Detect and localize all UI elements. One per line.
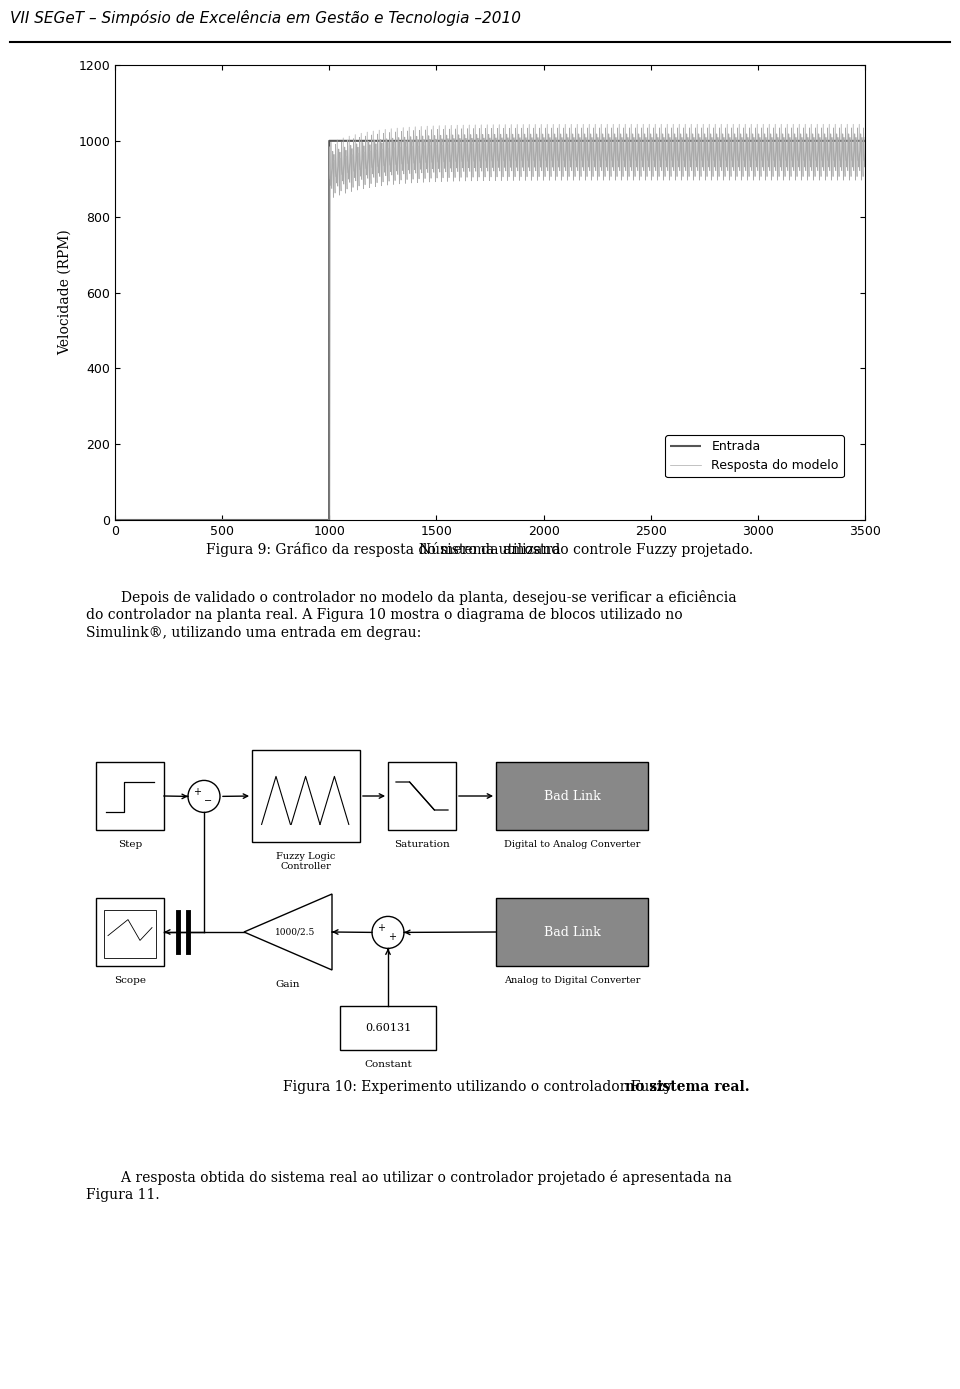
Text: −: −: [204, 796, 212, 806]
Entrada: [447, 132, 459, 149]
Text: Figura 9: Gráfico da resposta do sistema utilizando controle Fuzzy projetado.: Figura 9: Gráfico da resposta do sistema…: [206, 542, 754, 557]
Text: Analog to Digital Converter: Analog to Digital Converter: [504, 975, 640, 985]
Text: Simulink®, utilizando uma entrada em degrau:: Simulink®, utilizando uma entrada em deg…: [86, 626, 421, 640]
Text: do controlador na planta real. A Figura 10 mostra o diagrama de blocos utilizado: do controlador na planta real. A Figura …: [86, 608, 683, 622]
Entrada: [855, 132, 867, 149]
Text: +: +: [193, 786, 201, 797]
Text: Constant: Constant: [364, 1060, 412, 1068]
Text: 0.60131: 0.60131: [365, 1024, 411, 1033]
Bar: [96, 763, 164, 831]
Bar: [340, 1006, 436, 1050]
Text: no sistema real.: no sistema real.: [625, 1081, 750, 1095]
Text: Bad Link: Bad Link: [543, 789, 600, 803]
Text: Figura 11.: Figura 11.: [86, 1188, 160, 1201]
Resposta do modelo: [234, 511, 246, 528]
Text: Step: Step: [118, 839, 142, 849]
Text: Fuzzy Logic
Controller: Fuzzy Logic Controller: [276, 851, 336, 871]
Y-axis label: Velocidade (RPM): Velocidade (RPM): [58, 229, 71, 356]
Entrada: [387, 132, 398, 149]
Bar: [496, 899, 648, 965]
Resposta do modelo: [859, 129, 871, 146]
Entrada: [283, 511, 295, 528]
Resposta do modelo: [447, 128, 459, 144]
Entrada: [324, 132, 335, 149]
Resposta do modelo: [275, 511, 286, 528]
Line: Entrada: Entrada: [115, 140, 865, 519]
Legend: Entrada, Resposta do modelo: Entrada, Resposta do modelo: [665, 435, 844, 478]
Entrada: [234, 511, 246, 528]
Entrada: [275, 511, 286, 528]
X-axis label: Número da amostra: Número da amostra: [420, 543, 561, 557]
Text: Digital to Analog Converter: Digital to Analog Converter: [504, 839, 640, 849]
Text: Figura 10: Experimento utilizando o controlador Fuzzy: Figura 10: Experimento utilizando o cont…: [283, 1081, 677, 1095]
Line: Resposta do modelo: Resposta do modelo: [115, 124, 865, 519]
Resposta do modelo: [855, 153, 867, 169]
Resposta do modelo: [853, 115, 865, 132]
Entrada: [859, 132, 871, 149]
Text: +: +: [388, 932, 396, 942]
Bar: [252, 750, 360, 842]
Text: VII SEGeT – Simpósio de Excelência em Gestão e Tecnologia –2010: VII SEGeT – Simpósio de Excelência em Ge…: [10, 10, 520, 26]
Text: A resposta obtida do sistema real ao utilizar o controlador projetado é apresent: A resposta obtida do sistema real ao uti…: [86, 1170, 732, 1185]
Text: Bad Link: Bad Link: [543, 925, 600, 939]
Text: Scope: Scope: [114, 975, 146, 985]
Text: Gain: Gain: [276, 979, 300, 989]
Entrada: [109, 511, 121, 528]
Text: +: +: [377, 922, 385, 932]
Resposta do modelo: [109, 511, 121, 528]
Text: Saturation: Saturation: [395, 839, 450, 849]
Bar: [96, 899, 164, 965]
Text: 1000/2.5: 1000/2.5: [275, 928, 315, 936]
Bar: [388, 763, 456, 831]
Resposta do modelo: [386, 154, 397, 171]
Resposta do modelo: [283, 511, 295, 528]
Bar: [104, 910, 156, 958]
Text: Depois de validado o controlador no modelo da planta, desejou-se verificar a efi: Depois de validado o controlador no mode…: [86, 590, 737, 606]
Bar: [496, 763, 648, 831]
